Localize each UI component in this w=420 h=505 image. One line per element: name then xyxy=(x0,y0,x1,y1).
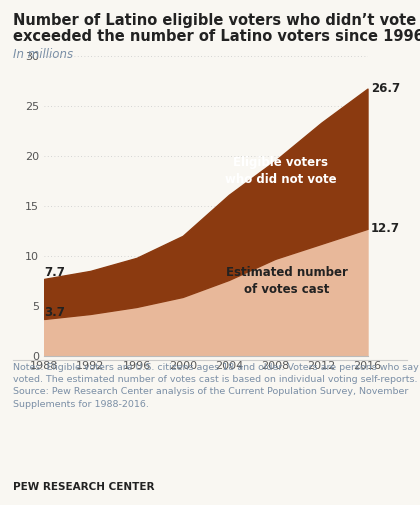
Text: Estimated number
of votes cast: Estimated number of votes cast xyxy=(226,266,348,296)
Text: 3.7: 3.7 xyxy=(44,306,65,319)
Text: In millions: In millions xyxy=(13,48,73,61)
Text: exceeded the number of Latino voters since 1996: exceeded the number of Latino voters sin… xyxy=(13,29,420,44)
Text: 12.7: 12.7 xyxy=(371,222,400,235)
Text: Notes: Eligible voters are U.S. citizens ages 18 and older. Voters are persons w: Notes: Eligible voters are U.S. citizens… xyxy=(13,363,420,409)
Text: 26.7: 26.7 xyxy=(371,82,400,95)
Text: 7.7: 7.7 xyxy=(44,266,65,279)
Text: Number of Latino eligible voters who didn’t vote has: Number of Latino eligible voters who did… xyxy=(13,13,420,28)
Text: PEW RESEARCH CENTER: PEW RESEARCH CENTER xyxy=(13,482,154,492)
Text: Eligible voters
who did not vote: Eligible voters who did not vote xyxy=(225,156,337,186)
